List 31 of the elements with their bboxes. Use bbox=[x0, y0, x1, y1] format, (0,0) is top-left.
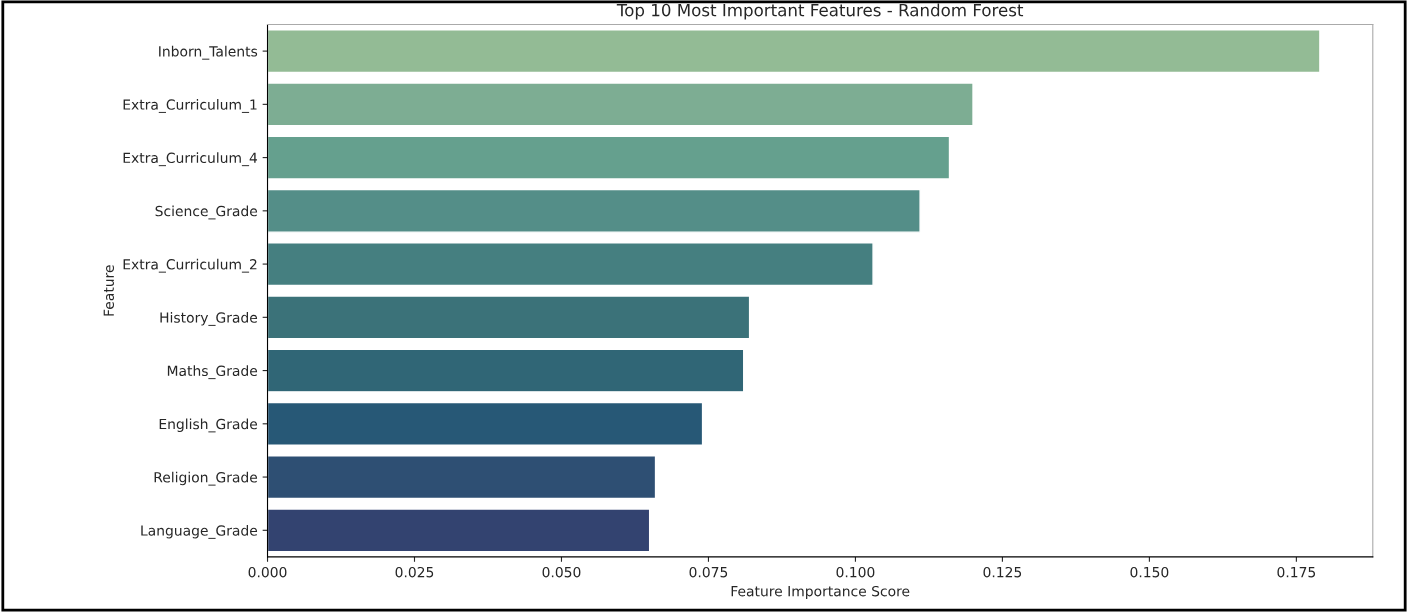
y-tick-label: History_Grade bbox=[160, 312, 258, 326]
bar bbox=[267, 135, 951, 180]
bar bbox=[267, 29, 1321, 74]
x-tick-label: 0.000 bbox=[248, 566, 287, 578]
bar bbox=[267, 401, 704, 446]
x-tick-label: 0.125 bbox=[983, 566, 1022, 578]
x-tick-label: 0.175 bbox=[1277, 566, 1316, 578]
y-tick-label: Language_Grade bbox=[141, 525, 258, 539]
y-tick-label: Maths_Grade bbox=[167, 365, 258, 380]
y-tick-label: Religion_Grade bbox=[154, 471, 258, 486]
x-tick-label: 0.025 bbox=[395, 566, 434, 578]
y-tick-label: Extra_Curriculum_4 bbox=[123, 152, 258, 167]
x-axis-title: Feature Importance Score bbox=[731, 585, 910, 600]
bar bbox=[267, 82, 974, 127]
bar bbox=[267, 455, 657, 500]
y-axis-title: Feature bbox=[103, 265, 114, 316]
bar bbox=[267, 508, 651, 553]
x-tick-label: 0.050 bbox=[542, 566, 581, 578]
bar bbox=[267, 295, 751, 340]
bar bbox=[267, 242, 874, 287]
x-tick-label: 0.075 bbox=[689, 566, 728, 578]
y-tick-label: Extra_Curriculum_1 bbox=[123, 99, 257, 113]
y-tick-label: Inborn_Talents bbox=[159, 45, 258, 60]
y-tick-label: English_Grade bbox=[159, 418, 258, 433]
y-tick-label: Extra_Curriculum_2 bbox=[123, 258, 257, 273]
bar bbox=[267, 188, 921, 233]
y-tick-label: Science_Grade bbox=[155, 205, 258, 220]
chart-title: Top 10 Most Important Features - Random Forest bbox=[616, 3, 1024, 20]
x-tick-label: 0.100 bbox=[836, 566, 875, 578]
x-tick-label: 0.150 bbox=[1130, 566, 1169, 578]
bar bbox=[267, 348, 745, 393]
